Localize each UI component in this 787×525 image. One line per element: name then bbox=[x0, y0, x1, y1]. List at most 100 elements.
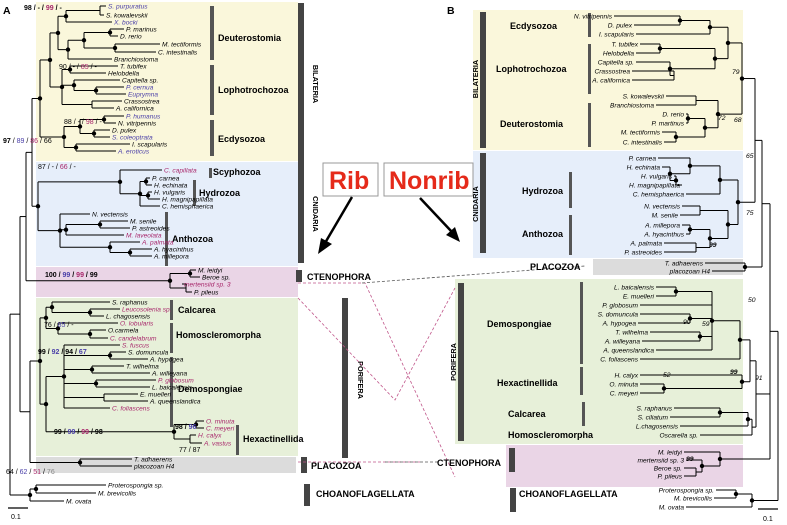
taxon-label: C. capillata bbox=[164, 167, 197, 174]
support-b-90: 90 bbox=[683, 319, 691, 326]
support-s12: 64 / 62 / 51 / 76 bbox=[6, 469, 55, 476]
taxon-label: P. carnea bbox=[152, 175, 180, 182]
taxon-label: M. senile bbox=[652, 212, 679, 219]
clade-deuterostomia-b: Deuterostomia bbox=[500, 119, 564, 129]
taxon-label: Branchiostoma bbox=[114, 56, 158, 63]
taxon-label: Capitella sp. bbox=[598, 59, 634, 66]
taxon-label: O. minuta bbox=[206, 418, 235, 425]
bilateria-box-b bbox=[473, 10, 743, 150]
taxon-label: T. adhaerens bbox=[665, 260, 704, 267]
taxon-label: S. kowalevskii bbox=[106, 12, 148, 19]
clade-bilateria-b: BILATERIA bbox=[471, 59, 480, 98]
taxon-label: T. adhaerens bbox=[134, 456, 173, 463]
support-s6: 100 / 99 / 99 / 99 bbox=[45, 272, 98, 279]
taxon-label: C. intestinalis bbox=[158, 49, 198, 56]
taxon-label: C. meyeri bbox=[206, 425, 235, 432]
taxon-label: Branchiostoma bbox=[610, 102, 654, 109]
support-s7: 76 / 85 / - bbox=[44, 322, 74, 329]
taxon-label: P. pileus bbox=[658, 473, 683, 480]
clade-scyphozoa-a: Scyphozoa bbox=[213, 167, 262, 177]
clade-homoscleromorpha-b: Homoscleromorpha bbox=[508, 430, 594, 440]
taxon-label: P. martinus bbox=[652, 120, 685, 127]
support-b-91: 91 bbox=[755, 375, 763, 382]
taxon-label: A. hypogea bbox=[149, 356, 184, 363]
taxon-label: S. kowalevskii bbox=[623, 93, 665, 100]
taxon-label: S. raphanus bbox=[636, 405, 672, 412]
taxa-b: N. vitripennis D. pulex I. scapularis T. tu… bbox=[574, 13, 714, 511]
taxon-label: P. pileus bbox=[194, 289, 219, 296]
taxon-label: M. ovata bbox=[659, 504, 685, 511]
clade-cnidaria-a: CNIDARIA bbox=[311, 196, 320, 232]
clade-ctenophora-b: CTENOPHORA bbox=[437, 458, 502, 468]
taxon-label: Oscarella sp. bbox=[660, 432, 699, 439]
support-s9: 99 / 99 / 99 / 98 bbox=[54, 429, 103, 436]
support-b-52: 52 bbox=[663, 372, 671, 379]
taxon-label: Beroe sp. bbox=[654, 465, 682, 472]
porifera-box-b bbox=[455, 279, 743, 444]
taxon-label: mertensiid sp. 3 bbox=[184, 281, 231, 288]
clade-choanoflagellata-a: CHOANOFLAGELLATA bbox=[316, 489, 415, 499]
support-b-99b: 99 bbox=[730, 369, 738, 376]
taxon-label: C. foliascens bbox=[600, 356, 638, 363]
taxon-label: H. magnipapillata bbox=[629, 182, 680, 189]
taxon-label: L.chagosensis bbox=[636, 423, 679, 430]
taxon-label: O. minuta bbox=[609, 381, 638, 388]
taxon-label: P. marinus bbox=[126, 26, 157, 33]
clade-placozoa-a: PLACOZOA bbox=[311, 461, 362, 471]
taxon-label: mertensiid sp. 3 bbox=[637, 457, 684, 464]
taxon-label: Helobdella bbox=[108, 70, 139, 77]
taxon-label: H. vulgaris bbox=[154, 189, 186, 196]
panel-a-letter: A bbox=[3, 5, 11, 17]
taxon-label: D. pulex bbox=[112, 127, 137, 134]
clade-porifera-b: PORIFERA bbox=[449, 342, 458, 380]
taxon-label: O.carmela bbox=[108, 327, 139, 334]
support-s3: 88 / - / 98 / - bbox=[64, 119, 102, 126]
taxon-label: N. vectensis bbox=[92, 211, 129, 218]
dashed-connectors-grey bbox=[361, 265, 586, 463]
taxon-label: E. muelleri bbox=[140, 391, 172, 398]
taxon-label: S. fuscus bbox=[122, 342, 150, 349]
scale-label-b: 0.1 bbox=[763, 516, 773, 523]
support-s1: 98 / - / 99 / - bbox=[24, 5, 62, 12]
clade-lophotrochozoa-b: Lophotrochozoa bbox=[496, 64, 567, 74]
clade-demospongiae-b: Demospongiae bbox=[487, 319, 552, 329]
clade-hydrozoa-a: Hydrozoa bbox=[199, 188, 241, 198]
taxon-label: P. astreoides bbox=[132, 225, 170, 232]
clade-hexactinellida-b: Hexactinellida bbox=[497, 378, 559, 388]
clade-anthozoa-b: Anthozoa bbox=[522, 229, 564, 239]
taxon-label: Crassostrea bbox=[594, 68, 630, 75]
clade-bars-b bbox=[458, 12, 591, 512]
rib-label-box bbox=[322, 162, 379, 197]
taxon-label: I. scapularis bbox=[599, 31, 635, 38]
clade-hydrozoa-b: Hydrozoa bbox=[522, 186, 564, 196]
nonrib-label-box bbox=[383, 162, 474, 197]
taxon-label: D. rerio bbox=[120, 33, 142, 40]
porifera-box-a bbox=[36, 298, 298, 456]
taxon-label: Proterospongia sp. bbox=[659, 487, 715, 494]
support-b-79: 79 bbox=[732, 69, 740, 76]
taxon-label: T. wilhelma bbox=[126, 363, 159, 370]
taxon-label: N. vitripennis bbox=[574, 13, 613, 20]
clade-deuterostomia-a: Deuterostomia bbox=[218, 33, 282, 43]
taxon-label: A. palmata bbox=[141, 239, 174, 246]
taxon-label: Helobdella bbox=[603, 50, 634, 57]
clade-anthozoa-a: Anthozoa bbox=[172, 234, 214, 244]
support-b-75: 75 bbox=[746, 210, 754, 217]
taxon-label: C. foliascens bbox=[112, 405, 150, 412]
ctenophora-box-a bbox=[36, 267, 298, 297]
taxon-label: D. rerio bbox=[662, 111, 684, 118]
taxon-label: L. baicalensis bbox=[614, 284, 655, 291]
rib-label: Rib bbox=[329, 167, 369, 195]
nonrib-arrow bbox=[419, 197, 453, 233]
taxon-label: Leucosolenia sp. bbox=[122, 306, 172, 313]
clade-ecdysozoa-a: Ecdysozoa bbox=[218, 134, 266, 144]
taxon-label: H. echinata bbox=[627, 164, 661, 171]
clade-calcarea-a: Calcarea bbox=[178, 305, 217, 315]
taxon-label: H. echinata bbox=[154, 182, 188, 189]
rib-arrow bbox=[323, 196, 354, 244]
taxon-label: A. willeyana bbox=[604, 338, 641, 345]
taxon-label: H. vulgaris bbox=[641, 173, 673, 180]
taxon-label: C. hemisphaerica bbox=[162, 203, 214, 210]
taxon-label: H. calyx bbox=[198, 432, 222, 439]
